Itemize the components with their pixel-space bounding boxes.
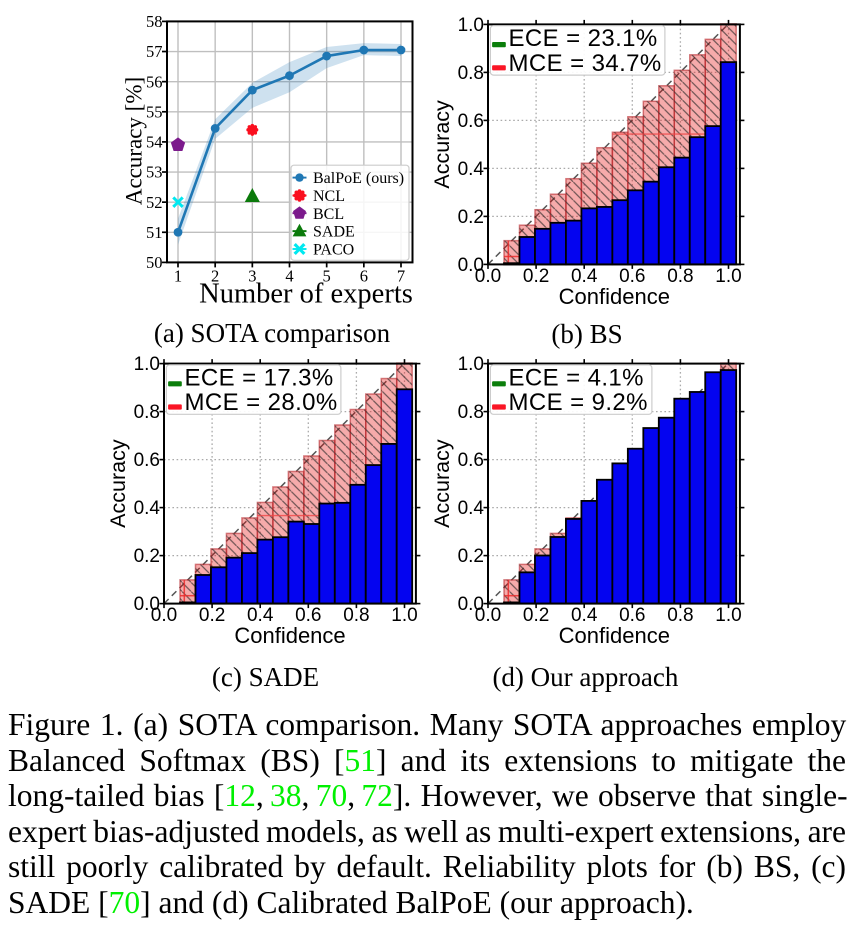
svg-text:(a) SOTA comparison: (a) SOTA comparison [154,318,391,348]
svg-text:0.2: 0.2 [458,207,484,228]
svg-text:0.8: 0.8 [667,605,693,626]
svg-text:(c) SADE: (c) SADE [212,662,319,692]
svg-text:0.8: 0.8 [343,605,369,626]
svg-text:0.0: 0.0 [134,594,160,615]
svg-text:1.0: 1.0 [715,266,741,287]
svg-text:0.6: 0.6 [619,605,645,626]
svg-text:0.2: 0.2 [458,546,484,567]
svg-text:PACO: PACO [313,242,354,259]
svg-text:0.4: 0.4 [571,266,598,287]
svg-text:2: 2 [211,267,219,286]
svg-text:53: 53 [146,163,163,182]
svg-text:3: 3 [248,267,256,286]
svg-text:ECE = 23.1%: ECE = 23.1% [509,25,658,52]
svg-text:0.0: 0.0 [458,594,484,615]
svg-text:0.8: 0.8 [134,402,160,423]
svg-text:MCE = 9.2%: MCE = 9.2% [509,389,648,416]
svg-text:0.0: 0.0 [475,605,501,626]
svg-text:Accuracy: Accuracy [430,100,454,189]
svg-text:MCE = 34.7%: MCE = 34.7% [509,50,662,77]
svg-text:Accuracy [%]: Accuracy [%] [122,77,147,205]
svg-text:0.4: 0.4 [134,498,161,519]
svg-text:Confidence: Confidence [234,623,345,648]
svg-text:0.8: 0.8 [458,402,484,423]
svg-text:0.4: 0.4 [458,159,485,180]
svg-text:NCL: NCL [313,188,345,205]
svg-text:0.4: 0.4 [458,498,485,519]
svg-text:BCL: BCL [313,206,344,223]
svg-text:6: 6 [360,267,368,286]
svg-text:52: 52 [146,193,163,212]
svg-text:0.8: 0.8 [667,266,693,287]
svg-text:MCE = 28.0%: MCE = 28.0% [185,389,338,416]
svg-text:0.0: 0.0 [458,255,484,276]
svg-text:0.4: 0.4 [571,605,598,626]
svg-text:BalPoE (ours): BalPoE (ours) [313,170,404,187]
svg-text:58: 58 [146,12,163,31]
svg-text:0.6: 0.6 [458,111,484,132]
svg-text:0.6: 0.6 [295,605,321,626]
svg-text:0.6: 0.6 [134,450,160,471]
svg-text:0.2: 0.2 [199,605,225,626]
svg-text:ECE = 4.1%: ECE = 4.1% [509,364,644,391]
svg-text:0.6: 0.6 [458,450,484,471]
svg-text:1.0: 1.0 [458,354,484,375]
svg-text:54: 54 [146,133,163,152]
svg-text:1.0: 1.0 [391,605,417,626]
svg-text:7: 7 [397,267,405,286]
svg-text:SADE: SADE [313,224,355,241]
svg-text:Accuracy: Accuracy [106,439,130,528]
svg-text:ECE = 17.3%: ECE = 17.3% [185,364,334,391]
svg-text:0.2: 0.2 [523,266,549,287]
svg-text:(b) BS: (b) BS [551,319,622,349]
svg-text:57: 57 [146,42,163,61]
svg-text:0.0: 0.0 [151,605,177,626]
svg-text:0.4: 0.4 [247,605,274,626]
svg-text:Number of experts: Number of experts [199,279,413,310]
svg-text:4: 4 [285,267,293,286]
svg-text:(d) Our approach: (d) Our approach [492,662,678,692]
svg-text:55: 55 [146,102,163,121]
svg-text:Accuracy: Accuracy [430,439,454,528]
svg-text:1.0: 1.0 [134,354,160,375]
svg-text:50: 50 [146,253,163,272]
svg-text:Confidence: Confidence [559,623,670,648]
svg-text:1.0: 1.0 [458,15,484,36]
svg-text:0.2: 0.2 [523,605,549,626]
svg-text:5: 5 [323,267,331,286]
svg-text:1.0: 1.0 [715,605,741,626]
svg-text:Confidence: Confidence [559,284,670,309]
svg-text:0.8: 0.8 [458,63,484,84]
svg-text:0.2: 0.2 [134,546,160,567]
svg-text:51: 51 [146,223,163,242]
svg-text:1: 1 [174,267,182,286]
svg-text:56: 56 [146,72,163,91]
svg-text:0.6: 0.6 [619,266,645,287]
svg-text:0.0: 0.0 [475,266,501,287]
